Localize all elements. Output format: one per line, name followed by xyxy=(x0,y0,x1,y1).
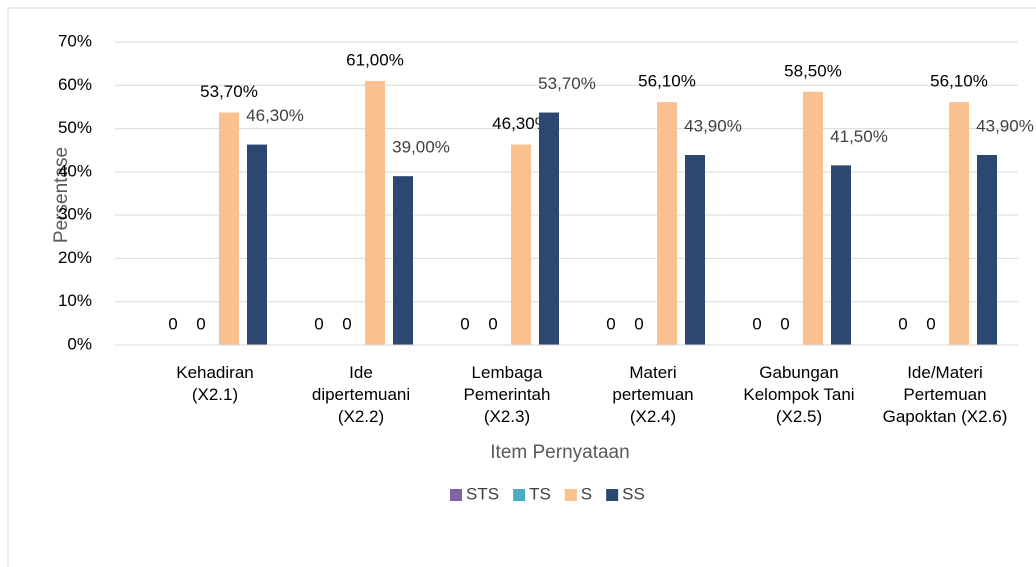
data-label: 56,10% xyxy=(930,72,988,91)
data-label: 0 xyxy=(314,314,323,333)
data-label: 43,90% xyxy=(976,116,1034,135)
x-tick-label: Lembaga Pemerintah (X2.3) xyxy=(463,363,551,426)
legend-label: SS xyxy=(622,484,645,503)
y-tick-label: 0% xyxy=(67,334,92,353)
y-axis-title: Persentase xyxy=(51,147,72,243)
data-label: 0 xyxy=(460,314,469,333)
data-label: 41,50% xyxy=(830,127,888,146)
bar xyxy=(685,154,705,345)
y-tick-label: 50% xyxy=(58,118,92,137)
bar xyxy=(977,154,997,345)
data-label: 0 xyxy=(342,314,351,333)
data-label: 0 xyxy=(196,314,205,333)
data-label: 0 xyxy=(168,314,177,333)
data-label: 46,30% xyxy=(492,114,550,133)
x-tick-label: Kehadiran (X2.1) xyxy=(176,363,254,404)
bar xyxy=(511,144,531,345)
data-label: 53,70% xyxy=(200,82,258,101)
legend-swatch xyxy=(606,489,619,501)
data-label: 0 xyxy=(780,314,789,333)
y-tick-label: 10% xyxy=(58,291,92,310)
y-tick-label: 60% xyxy=(58,75,92,94)
data-label: 43,90% xyxy=(684,116,742,135)
data-label: 0 xyxy=(606,314,615,333)
bar xyxy=(539,112,559,345)
bar xyxy=(393,176,413,345)
x-tick-label: Materi pertemuan (X2.4) xyxy=(612,363,694,426)
legend-swatch xyxy=(450,489,462,501)
data-label: 0 xyxy=(634,314,643,333)
data-label: 53,70% xyxy=(538,74,596,93)
bar xyxy=(219,112,239,345)
legend-swatch xyxy=(564,489,577,501)
data-label: 61,00% xyxy=(346,50,404,69)
data-label: 39,00% xyxy=(392,138,450,157)
data-label: 58,50% xyxy=(784,61,842,80)
x-tick-label: Gabungan Kelompok Tani (X2.5) xyxy=(743,363,855,426)
data-label: 0 xyxy=(898,314,907,333)
x-tick-label: Ide dipertemuani (X2.2) xyxy=(311,363,411,426)
legend-label: S xyxy=(581,484,592,503)
data-label: 0 xyxy=(926,314,935,333)
y-tick-label: 20% xyxy=(58,248,92,267)
bar xyxy=(803,91,823,346)
bar xyxy=(365,80,385,345)
legend-label: STS xyxy=(466,484,499,503)
bar xyxy=(831,165,851,345)
y-tick-label: 70% xyxy=(58,31,92,50)
data-label: 46,30% xyxy=(246,106,304,125)
legend-swatch xyxy=(513,489,526,501)
chart-border xyxy=(7,7,1036,567)
legend-label: TS xyxy=(529,484,551,503)
bar xyxy=(247,144,267,345)
x-axis-title: Item Pernyataan xyxy=(490,442,629,463)
data-label: 56,10% xyxy=(638,72,696,91)
bar xyxy=(657,102,677,345)
y-tick-label: 40% xyxy=(58,161,92,180)
x-tick-label: Ide/Materi Pertemuan Gapoktan (X2.6) xyxy=(882,363,1008,426)
data-label: 0 xyxy=(488,314,497,333)
bar xyxy=(949,102,969,345)
data-label: 0 xyxy=(752,314,761,333)
y-tick-label: 30% xyxy=(58,205,92,224)
